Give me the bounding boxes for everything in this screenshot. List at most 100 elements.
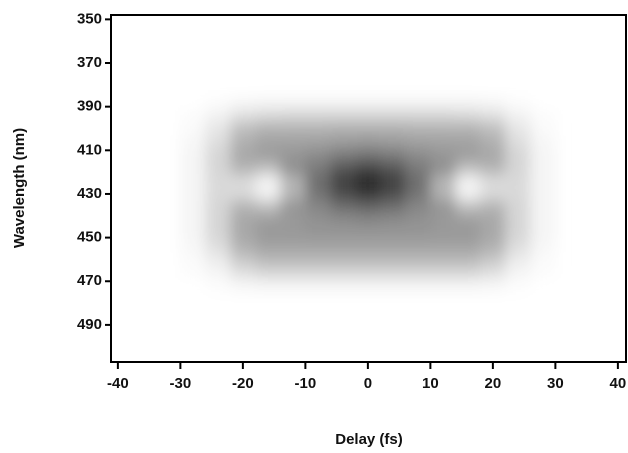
heatmap-cell xyxy=(480,148,506,162)
heatmap-cell xyxy=(505,265,531,280)
heatmap-cell xyxy=(330,187,356,202)
heatmap-cell xyxy=(330,213,356,228)
heatmap-cell xyxy=(530,174,556,188)
heatmap-cell xyxy=(355,279,381,293)
heatmap-cell xyxy=(230,108,256,123)
heatmap-cell xyxy=(180,252,206,267)
heatmap-cell xyxy=(180,135,206,149)
heatmap-cell xyxy=(405,135,431,149)
heatmap-cell xyxy=(280,187,306,202)
heatmap-cell xyxy=(430,200,456,215)
heatmap-cell xyxy=(405,161,431,175)
heatmap-cell xyxy=(530,239,556,254)
heatmap-cell xyxy=(255,121,281,136)
heatmap-cell xyxy=(305,213,331,228)
heatmap-cell xyxy=(180,200,206,215)
heatmap-cell xyxy=(505,148,531,162)
heatmap-cell xyxy=(380,279,406,293)
heatmap-cell xyxy=(405,252,431,267)
heatmap-cell xyxy=(330,121,356,136)
heatmap-cell xyxy=(330,135,356,149)
heatmap-cell xyxy=(330,239,356,254)
heatmap-cell xyxy=(255,148,281,162)
heatmap-cell xyxy=(480,174,506,188)
heatmap-cell xyxy=(530,226,556,241)
heatmap-cell xyxy=(530,252,556,267)
heatmap-cell xyxy=(255,265,281,280)
heatmap-cell xyxy=(455,135,481,149)
heatmap-cell xyxy=(355,200,381,215)
heatmap-cell xyxy=(180,187,206,202)
heatmap-cell xyxy=(455,200,481,215)
heatmap-cell xyxy=(455,108,481,123)
heatmap-cell xyxy=(405,148,431,162)
y-axis-title: Wavelength (nm) xyxy=(11,128,28,248)
heatmap-cell xyxy=(380,187,406,202)
x-tick-label: -30 xyxy=(170,375,192,392)
heatmap-cell xyxy=(205,135,231,149)
heatmap-cell xyxy=(480,135,506,149)
heatmap-cell xyxy=(355,161,381,175)
heatmap-cell xyxy=(405,95,431,110)
y-tick-label: 450 xyxy=(77,229,102,246)
heatmap-cell xyxy=(455,226,481,241)
heatmap-cell xyxy=(430,265,456,280)
heatmap-cell xyxy=(455,161,481,175)
x-tick-label: 10 xyxy=(422,375,439,392)
y-tick-label: 350 xyxy=(77,10,102,27)
heatmap-cell xyxy=(255,108,281,123)
heatmap-cell xyxy=(480,161,506,175)
heatmap-cell xyxy=(180,161,206,175)
heatmap-cell xyxy=(380,239,406,254)
x-tick-label: 20 xyxy=(485,375,502,392)
heatmap-cell xyxy=(405,279,431,293)
heatmap-cell xyxy=(455,174,481,188)
heatmap-cell xyxy=(405,174,431,188)
heatmap-cell xyxy=(355,174,381,188)
heatmap-cell xyxy=(305,265,331,280)
heatmap-cell xyxy=(205,174,231,188)
heatmap-cell xyxy=(530,279,556,293)
heatmap-cell xyxy=(430,148,456,162)
heatmap-cell xyxy=(205,148,231,162)
heatmap-cell xyxy=(280,121,306,136)
heatmap-cell xyxy=(530,108,556,123)
heatmap-cell xyxy=(205,252,231,267)
heatmap-cell xyxy=(405,121,431,136)
heatmap-cell xyxy=(355,95,381,110)
heatmap-cell xyxy=(530,265,556,280)
heatmap-cell xyxy=(230,265,256,280)
heatmap-cell xyxy=(430,187,456,202)
heatmap-cell xyxy=(255,95,281,110)
heatmap-cell xyxy=(355,121,381,136)
heatmap-cell xyxy=(180,108,206,123)
heatmap-cell xyxy=(380,174,406,188)
heatmap-cell xyxy=(205,200,231,215)
heatmap-cell xyxy=(305,226,331,241)
heatmap-cell xyxy=(330,108,356,123)
heatmap-cell xyxy=(380,252,406,267)
heatmap-cell xyxy=(230,252,256,267)
heatmap-cell xyxy=(530,135,556,149)
heatmap-cell xyxy=(430,161,456,175)
heatmap-cell xyxy=(305,121,331,136)
heatmap-cell xyxy=(405,265,431,280)
heatmap-cell xyxy=(380,161,406,175)
heatmap-cell xyxy=(355,108,381,123)
heatmap-cell xyxy=(380,265,406,280)
heatmap-cell xyxy=(230,239,256,254)
heatmap-cell xyxy=(280,279,306,293)
heatmap-cell xyxy=(255,279,281,293)
x-tick-label: 40 xyxy=(610,375,627,392)
heatmap-cell xyxy=(530,121,556,136)
heatmap-cell xyxy=(505,121,531,136)
heatmap-cell xyxy=(430,252,456,267)
heatmap-cell xyxy=(355,135,381,149)
heatmap-cell xyxy=(480,226,506,241)
heatmap-cell xyxy=(405,187,431,202)
heatmap-cell xyxy=(480,108,506,123)
heatmap-cell xyxy=(505,200,531,215)
heatmap-cell xyxy=(305,174,331,188)
y-tick-label: 470 xyxy=(77,272,102,289)
heatmap-cell xyxy=(505,135,531,149)
